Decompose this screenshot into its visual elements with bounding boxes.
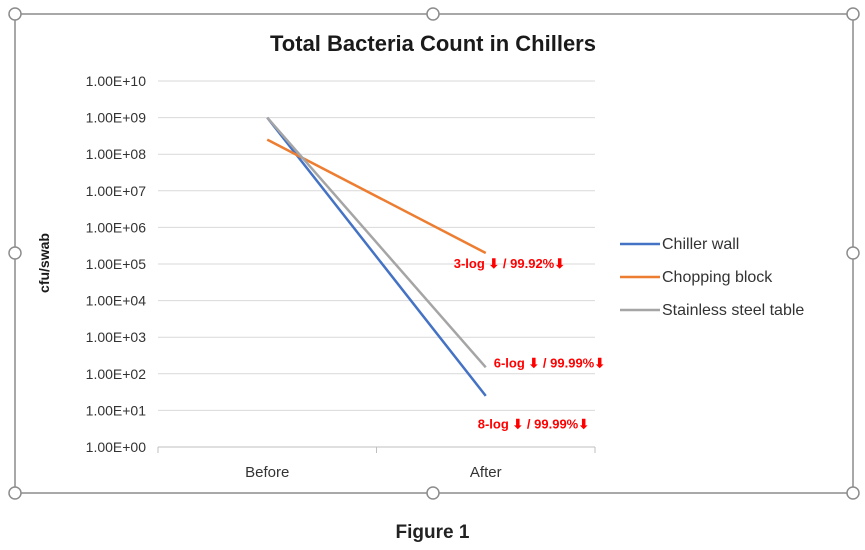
resize-handle-top-left[interactable] [8, 7, 22, 21]
annotation-label: 6-log ⬇ / 99.99%⬇ [494, 355, 605, 370]
chart-frame[interactable] [14, 13, 854, 494]
y-tick-label: 1.00E+04 [86, 293, 147, 309]
y-tick-label: 1.00E+01 [86, 402, 147, 418]
y-tick-label: 1.00E+05 [86, 256, 147, 272]
legend-label: Stainless steel table [662, 302, 804, 319]
legend-label: Chopping block [662, 269, 773, 286]
resize-handle-left[interactable] [8, 246, 22, 260]
x-tick-label: Before [245, 464, 289, 481]
resize-handle-right[interactable] [846, 246, 860, 260]
y-tick-label: 1.00E+08 [86, 146, 147, 162]
series-lines [266, 116, 487, 397]
y-tick-label: 1.00E+00 [86, 439, 147, 455]
y-tick-labels: 1.00E+00 1.00E+01 1.00E+02 1.00E+03 1.00E+04… [86, 73, 147, 455]
y-tick-label: 1.00E+02 [86, 366, 147, 382]
annotation-label: 8-log ⬇ / 99.99%⬇ [478, 416, 589, 431]
y-tick-label: 1.00E+03 [86, 329, 147, 345]
annotation-label: 3-log ⬇ / 99.92%⬇ [454, 256, 565, 271]
resize-handle-top-right[interactable] [846, 7, 860, 21]
series-line-chiller-wall [266, 116, 487, 397]
x-axis: Before After [157, 447, 596, 481]
legend: Chiller wall Chopping block Stainless stee… [620, 236, 804, 319]
y-tick-label: 1.00E+09 [86, 110, 147, 126]
resize-handle-top[interactable] [426, 7, 440, 21]
chart-title: Total Bacteria Count in Chillers [270, 31, 596, 56]
legend-label: Chiller wall [662, 236, 739, 253]
resize-handle-bottom-right[interactable] [846, 486, 860, 500]
x-tick-label: After [470, 464, 502, 481]
figure-caption: Figure 1 [395, 522, 470, 543]
annotations: 3-log ⬇ / 99.92%⬇ 6-log ⬇ / 99.99%⬇ 8-log … [454, 256, 605, 431]
resize-handles[interactable] [8, 7, 860, 500]
resize-handle-bottom[interactable] [426, 486, 440, 500]
y-tick-label: 1.00E+07 [86, 183, 147, 199]
y-tick-label: 1.00E+06 [86, 219, 147, 235]
y-axis-label: cfu/swab [36, 233, 52, 293]
resize-handle-bottom-left[interactable] [8, 486, 22, 500]
y-tick-label: 1.00E+10 [86, 73, 147, 89]
series-line-stainless-steel-table [266, 116, 487, 369]
